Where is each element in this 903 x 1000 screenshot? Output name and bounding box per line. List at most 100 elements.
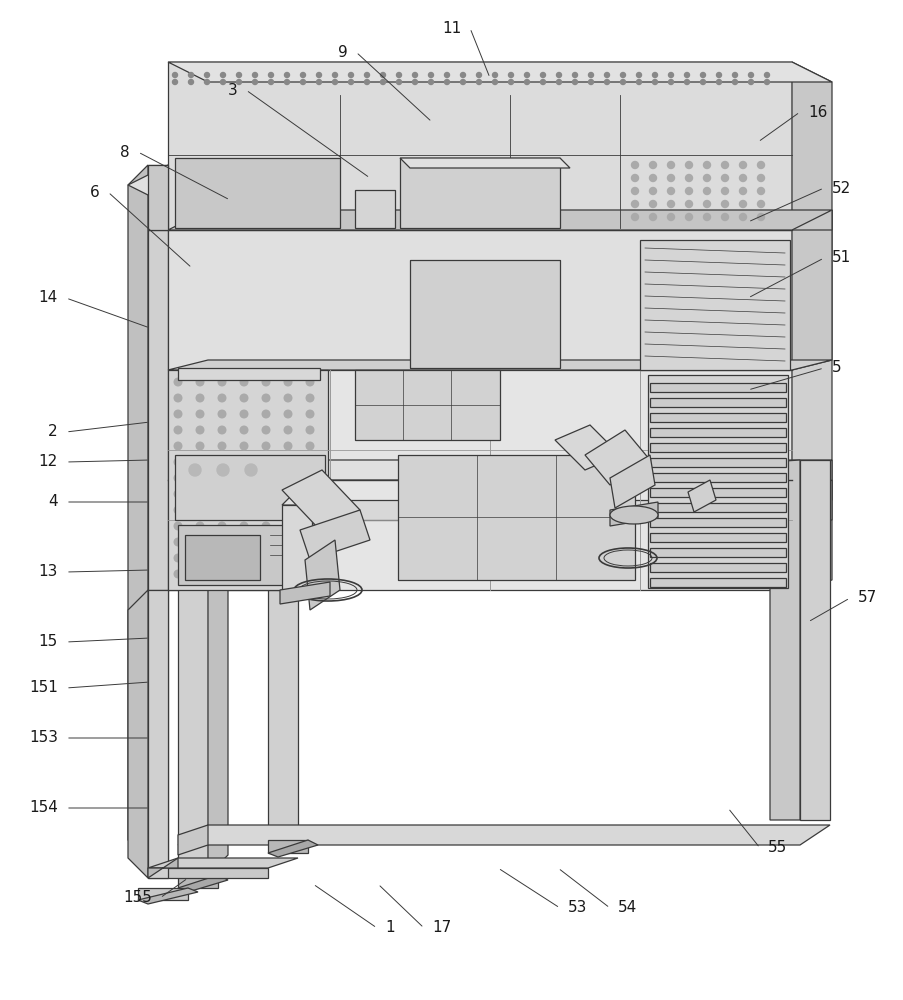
Polygon shape: [267, 840, 308, 853]
Polygon shape: [649, 458, 785, 467]
Circle shape: [631, 162, 638, 169]
Polygon shape: [148, 590, 168, 878]
Circle shape: [306, 410, 313, 418]
Circle shape: [652, 73, 656, 78]
Polygon shape: [649, 518, 785, 527]
Polygon shape: [282, 495, 321, 505]
Circle shape: [556, 73, 561, 78]
Polygon shape: [148, 460, 208, 500]
Circle shape: [262, 458, 269, 466]
Circle shape: [572, 80, 577, 85]
Circle shape: [476, 80, 481, 85]
Circle shape: [721, 201, 728, 208]
Circle shape: [217, 464, 228, 476]
Circle shape: [524, 73, 529, 78]
Circle shape: [703, 201, 710, 208]
Circle shape: [240, 522, 247, 530]
Circle shape: [748, 73, 753, 78]
Circle shape: [172, 80, 177, 85]
Circle shape: [652, 80, 656, 85]
Circle shape: [172, 73, 177, 78]
Circle shape: [636, 80, 641, 85]
Circle shape: [174, 490, 182, 498]
Circle shape: [306, 378, 313, 386]
Circle shape: [218, 410, 226, 418]
Circle shape: [284, 506, 292, 514]
Circle shape: [648, 201, 656, 208]
Polygon shape: [399, 158, 570, 168]
Circle shape: [764, 73, 768, 78]
Circle shape: [396, 73, 401, 78]
Circle shape: [306, 570, 313, 578]
Circle shape: [284, 73, 289, 78]
Circle shape: [240, 394, 247, 402]
Circle shape: [316, 73, 321, 78]
Polygon shape: [649, 548, 785, 557]
Circle shape: [240, 442, 247, 450]
Circle shape: [262, 538, 269, 546]
Circle shape: [174, 570, 182, 578]
Circle shape: [556, 80, 561, 85]
Circle shape: [240, 506, 247, 514]
Polygon shape: [610, 455, 655, 508]
Circle shape: [284, 458, 292, 466]
Polygon shape: [267, 840, 318, 857]
Polygon shape: [649, 503, 785, 512]
Circle shape: [444, 80, 449, 85]
Polygon shape: [584, 430, 649, 485]
Polygon shape: [168, 210, 831, 230]
Circle shape: [262, 490, 269, 498]
Circle shape: [684, 175, 692, 182]
Polygon shape: [649, 428, 785, 437]
Polygon shape: [178, 825, 208, 855]
Text: 2: 2: [49, 424, 58, 440]
Circle shape: [174, 522, 182, 530]
Circle shape: [262, 570, 269, 578]
Polygon shape: [148, 868, 267, 878]
Circle shape: [684, 73, 689, 78]
Polygon shape: [138, 888, 188, 900]
Circle shape: [218, 538, 226, 546]
Polygon shape: [168, 62, 831, 82]
Circle shape: [757, 188, 764, 195]
Circle shape: [667, 80, 673, 85]
Circle shape: [757, 175, 764, 182]
Polygon shape: [687, 480, 715, 512]
Circle shape: [604, 73, 609, 78]
Circle shape: [220, 80, 225, 85]
Circle shape: [306, 458, 313, 466]
Circle shape: [204, 73, 209, 78]
Circle shape: [306, 506, 313, 514]
Circle shape: [284, 410, 292, 418]
Circle shape: [262, 442, 269, 450]
Circle shape: [739, 214, 746, 221]
Circle shape: [284, 394, 292, 402]
Polygon shape: [148, 165, 168, 860]
Circle shape: [648, 214, 656, 221]
Circle shape: [524, 80, 529, 85]
Circle shape: [174, 410, 182, 418]
Polygon shape: [639, 240, 789, 370]
Circle shape: [196, 538, 203, 546]
Circle shape: [648, 175, 656, 182]
Polygon shape: [208, 500, 228, 875]
Circle shape: [721, 175, 728, 182]
Polygon shape: [168, 370, 328, 590]
Circle shape: [716, 80, 721, 85]
Circle shape: [757, 201, 764, 208]
Circle shape: [332, 80, 337, 85]
Circle shape: [174, 474, 182, 482]
Polygon shape: [300, 510, 369, 560]
Circle shape: [284, 442, 292, 450]
Circle shape: [218, 490, 226, 498]
Polygon shape: [647, 375, 787, 588]
Circle shape: [619, 80, 625, 85]
Circle shape: [460, 80, 465, 85]
Polygon shape: [185, 535, 260, 580]
Circle shape: [196, 442, 203, 450]
Polygon shape: [397, 455, 634, 580]
Text: 8: 8: [120, 145, 130, 160]
Circle shape: [196, 474, 203, 482]
Circle shape: [218, 570, 226, 578]
Polygon shape: [178, 520, 208, 875]
